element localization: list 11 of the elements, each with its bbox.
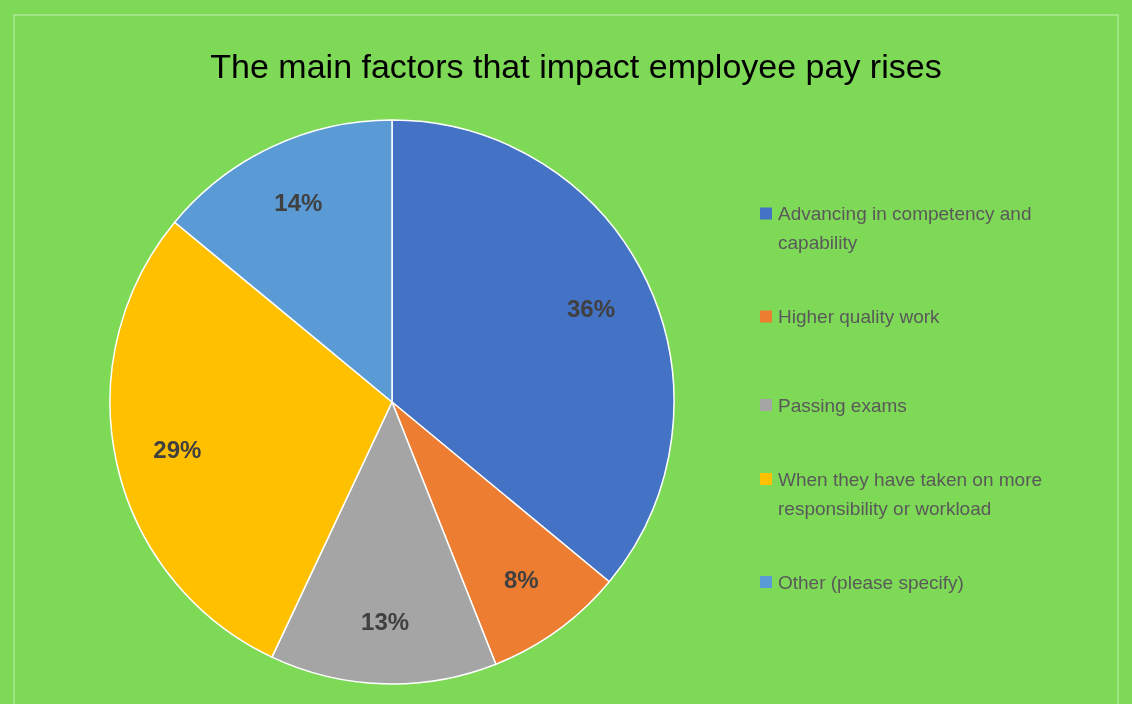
legend-label: Passing exams	[778, 394, 907, 416]
data-label: 13%	[361, 608, 410, 636]
legend-label: Higher quality work	[778, 306, 941, 327]
data-label: 8%	[503, 566, 539, 594]
data-label: 14%	[274, 189, 323, 217]
data-label: 36%	[567, 294, 616, 322]
legend-label: Advancing in competency and capability	[778, 203, 1032, 253]
data-label: 29%	[153, 436, 202, 464]
chart-title: The main factors that impact employee pay rises	[210, 47, 942, 85]
legend-label: Other (please specify)	[778, 571, 964, 593]
legend-label: When they have taken on more responsibility or workload	[778, 468, 1043, 519]
